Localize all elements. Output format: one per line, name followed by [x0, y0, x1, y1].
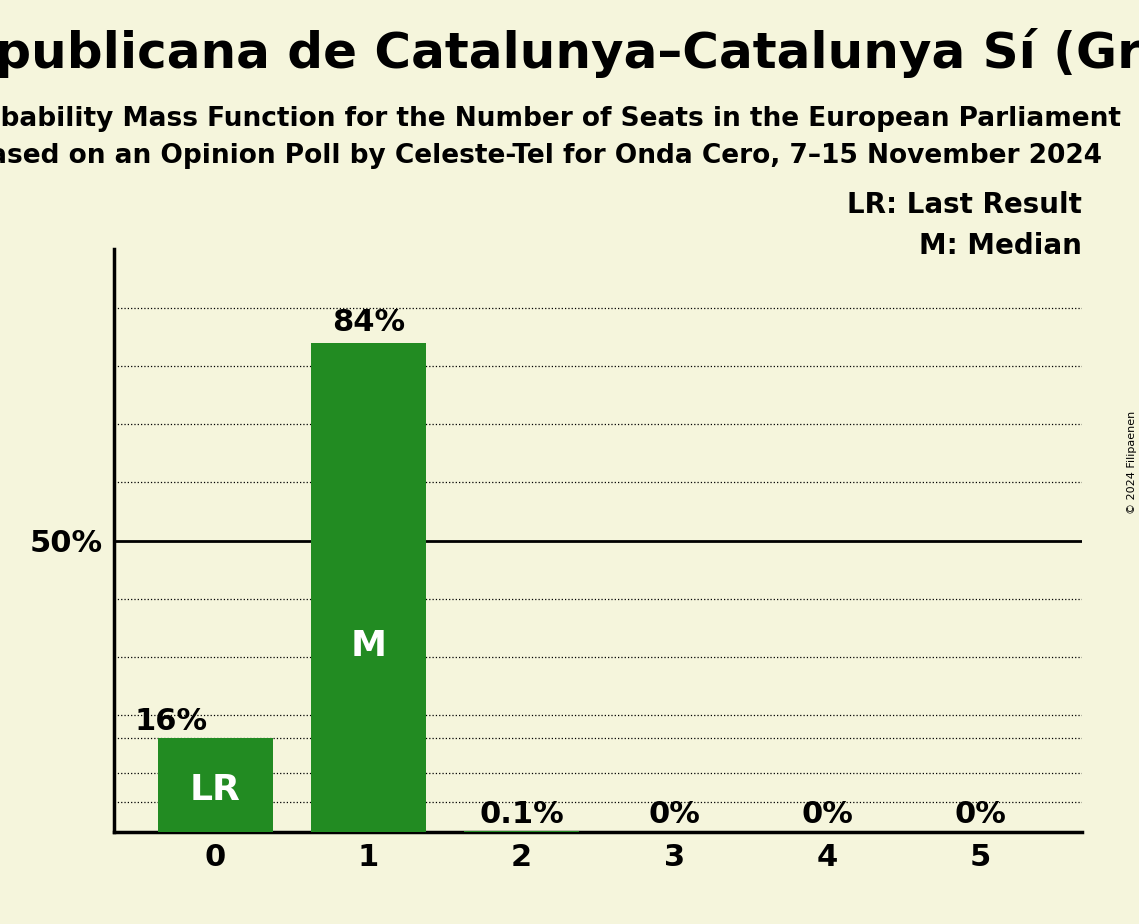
- Text: 0%: 0%: [802, 799, 853, 829]
- Text: M: M: [351, 629, 386, 663]
- Bar: [311, 343, 426, 832]
- Text: Based on an Opinion Poll by Celeste-Tel for Onda Cero, 7–15 November 2024: Based on an Opinion Poll by Celeste-Tel …: [0, 143, 1101, 169]
- Text: 0.1%: 0.1%: [480, 799, 564, 829]
- Text: LR: LR: [190, 772, 240, 807]
- Text: 0%: 0%: [648, 799, 700, 829]
- Text: © 2024 Filipaenen: © 2024 Filipaenen: [1126, 410, 1137, 514]
- Text: 84%: 84%: [331, 308, 405, 337]
- Text: Probability Mass Function for the Number of Seats in the European Parliament: Probability Mass Function for the Number…: [0, 106, 1121, 132]
- Text: 0%: 0%: [954, 799, 1007, 829]
- Text: 16%: 16%: [134, 707, 207, 736]
- Bar: [158, 738, 272, 832]
- Text: LR: Last Result: LR: Last Result: [847, 191, 1082, 219]
- Text: M: Median: M: Median: [919, 232, 1082, 260]
- Text: Esquerra Republicana de Catalunya–Catalunya Sí (Greens/EFA): Esquerra Republicana de Catalunya–Catalu…: [0, 28, 1139, 78]
